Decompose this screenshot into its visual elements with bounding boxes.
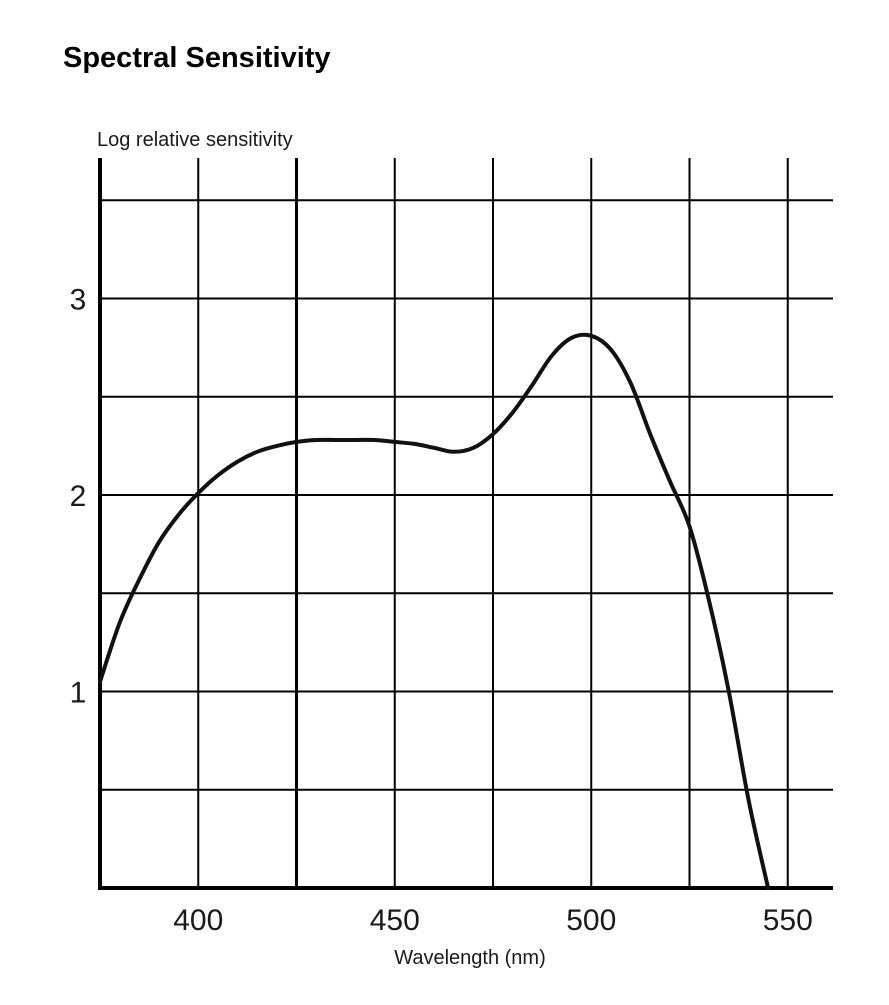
y-tick-label: 2 (70, 480, 87, 513)
grid-layer (100, 158, 833, 888)
x-tick-label: 450 (370, 904, 420, 937)
page-title: Spectral Sensitivity (63, 42, 331, 74)
x-tick-label: 400 (173, 904, 223, 937)
line-layer (98, 332, 771, 890)
y-tick-label: 3 (70, 284, 87, 317)
sensitivity-curve-0 (98, 332, 771, 890)
x-tick-label: 550 (763, 904, 813, 937)
axis-layer (98, 158, 833, 890)
x-tick-label: 500 (566, 904, 616, 937)
y-axis-label: Log relative sensitivity (97, 129, 293, 151)
x-axis-label: Wavelength (nm) (394, 947, 546, 969)
label-layer: Log relative sensitivity Wavelength (nm)… (70, 129, 813, 969)
y-tick-label: 1 (70, 677, 87, 710)
